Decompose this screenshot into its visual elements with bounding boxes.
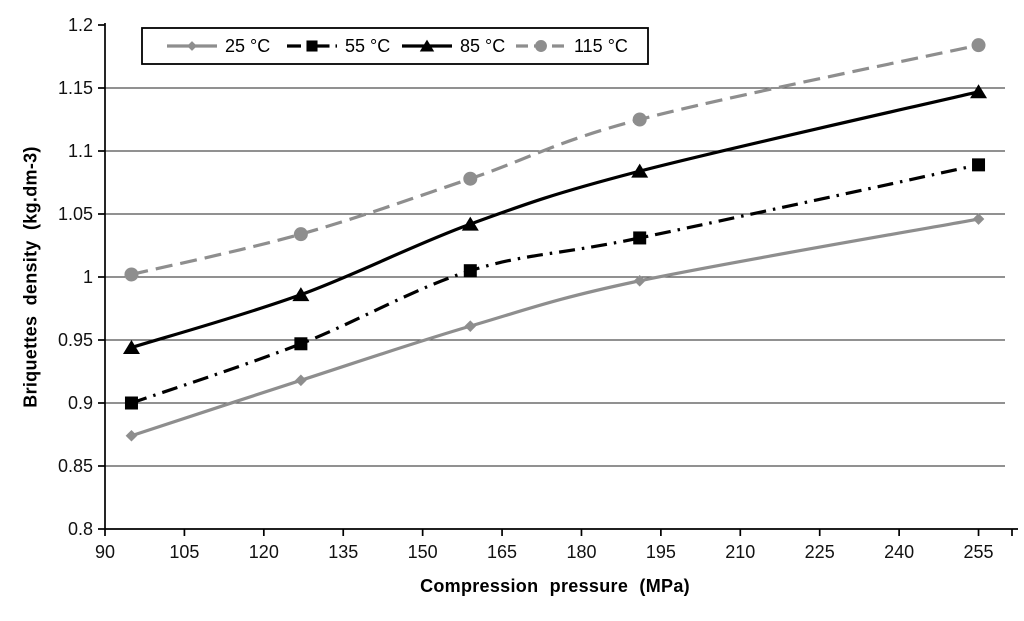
legend-marker bbox=[419, 39, 435, 52]
data-point-marker bbox=[463, 264, 477, 278]
data-point-marker bbox=[125, 429, 138, 442]
data-point-marker bbox=[464, 320, 477, 332]
x-tick-label: 90 bbox=[95, 542, 115, 562]
x-tick-label: 120 bbox=[249, 542, 279, 562]
x-tick-label: 255 bbox=[964, 542, 994, 562]
y-tick-label: 1.2 bbox=[68, 15, 93, 35]
legend-item: 55 °C bbox=[287, 36, 390, 56]
data-point-marker bbox=[972, 213, 985, 225]
data-point-marker bbox=[295, 374, 307, 387]
data-point-marker bbox=[633, 274, 646, 287]
legend: 25 °C 55 °C 85 °C 115 °C bbox=[141, 27, 649, 65]
legend-item: 25 °C bbox=[167, 36, 270, 56]
data-point-marker bbox=[124, 396, 138, 410]
series-55C bbox=[124, 158, 986, 410]
series-line bbox=[130, 217, 979, 438]
y-tick-label: 0.85 bbox=[58, 456, 93, 476]
data-point-marker bbox=[633, 231, 647, 245]
legend-item: 115 °C bbox=[516, 36, 628, 56]
series-115C bbox=[124, 38, 986, 282]
x-tick-label: 180 bbox=[566, 542, 596, 562]
y-tick-label: 0.95 bbox=[58, 330, 93, 350]
x-tick-label: 195 bbox=[646, 542, 676, 562]
data-point-marker bbox=[461, 216, 479, 231]
data-point-marker bbox=[970, 84, 988, 99]
legend-label: 85 °C bbox=[460, 36, 505, 56]
data-point-marker bbox=[632, 112, 647, 127]
x-tick-label: 210 bbox=[725, 542, 755, 562]
data-point-marker bbox=[122, 340, 140, 355]
x-tick-label: 105 bbox=[169, 542, 199, 562]
x-tick-label: 240 bbox=[884, 542, 914, 562]
data-point-marker bbox=[294, 337, 308, 351]
y-tick-label: 1.05 bbox=[58, 204, 93, 224]
series-85C bbox=[122, 84, 988, 355]
data-point-marker bbox=[631, 163, 649, 178]
legend-marker bbox=[535, 40, 547, 52]
legend-box bbox=[141, 27, 649, 65]
legend-marker bbox=[187, 41, 197, 51]
y-tick-label: 1.1 bbox=[68, 141, 93, 161]
legend-item: 85 °C bbox=[402, 36, 505, 56]
y-tick-label: 0.8 bbox=[68, 519, 93, 539]
legend-label: 115 °C bbox=[574, 36, 628, 56]
data-point-marker bbox=[971, 38, 986, 53]
series-25C bbox=[125, 213, 985, 442]
y-axis-title: Briquettes density (kg.dm-3) bbox=[20, 146, 41, 408]
y-tick-label: 0.9 bbox=[68, 393, 93, 413]
legend-label: 25 °C bbox=[225, 36, 270, 56]
legend-label: 55 °C bbox=[345, 36, 390, 56]
data-point-marker bbox=[463, 171, 478, 186]
series-line bbox=[130, 163, 979, 405]
data-point-marker bbox=[972, 158, 986, 172]
series-line bbox=[131, 43, 979, 277]
data-point-marker bbox=[124, 267, 139, 282]
x-tick-label: 225 bbox=[805, 542, 835, 562]
x-tick-label: 150 bbox=[408, 542, 438, 562]
series-line bbox=[130, 90, 979, 350]
legend-marker bbox=[306, 40, 318, 52]
data-point-marker bbox=[293, 227, 308, 242]
y-tick-label: 1.15 bbox=[58, 78, 93, 98]
x-tick-label: 165 bbox=[487, 542, 517, 562]
x-axis-title: Compression pressure (MPa) bbox=[420, 576, 690, 596]
data-point-marker bbox=[292, 287, 310, 302]
x-tick-label: 135 bbox=[328, 542, 358, 562]
y-tick-label: 1 bbox=[83, 267, 93, 287]
